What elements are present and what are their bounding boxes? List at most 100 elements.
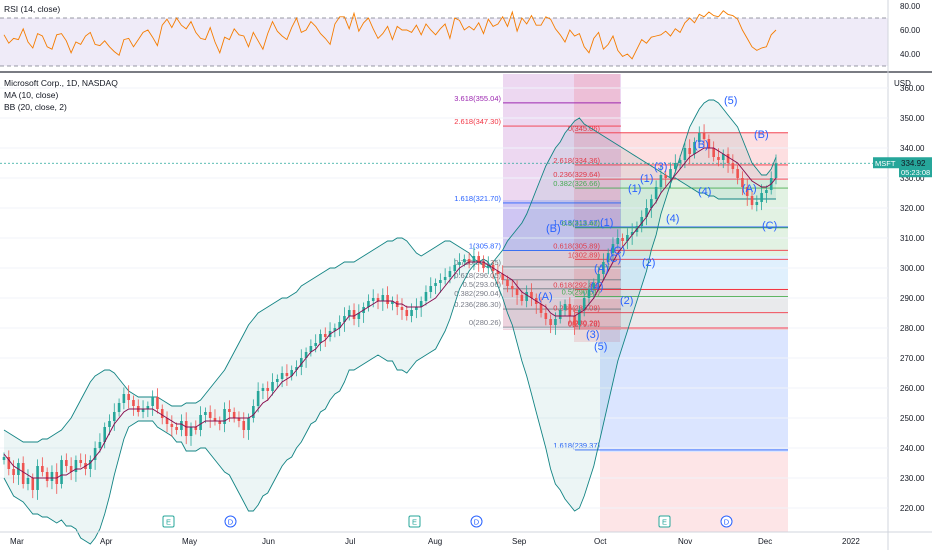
candle[interactable] bbox=[218, 416, 222, 431]
candle[interactable] bbox=[597, 267, 600, 288]
candle[interactable] bbox=[199, 406, 202, 437]
candle[interactable] bbox=[112, 403, 116, 431]
candle[interactable] bbox=[506, 275, 509, 293]
candle[interactable] bbox=[429, 277, 433, 299]
candle[interactable] bbox=[12, 460, 15, 484]
candle[interactable] bbox=[731, 154, 735, 174]
candle[interactable] bbox=[237, 411, 241, 428]
candle[interactable] bbox=[496, 264, 500, 284]
candle[interactable] bbox=[458, 253, 461, 275]
candle[interactable] bbox=[750, 191, 754, 210]
candle[interactable] bbox=[117, 398, 121, 417]
candle[interactable] bbox=[525, 285, 528, 308]
candle[interactable] bbox=[208, 405, 212, 428]
candle[interactable] bbox=[156, 388, 159, 414]
candle[interactable] bbox=[108, 414, 111, 436]
candle[interactable] bbox=[765, 185, 768, 203]
candle[interactable] bbox=[333, 323, 337, 338]
candle[interactable] bbox=[650, 194, 653, 218]
candle[interactable] bbox=[434, 278, 437, 295]
candle[interactable] bbox=[520, 290, 524, 306]
candle[interactable] bbox=[669, 162, 672, 188]
candle[interactable] bbox=[726, 147, 730, 173]
candle[interactable] bbox=[582, 291, 586, 317]
candle[interactable] bbox=[573, 307, 576, 335]
candle[interactable] bbox=[659, 166, 663, 194]
dividend-marker[interactable]: D bbox=[470, 515, 483, 528]
candle[interactable] bbox=[712, 141, 715, 162]
candle[interactable] bbox=[352, 303, 356, 326]
candle[interactable] bbox=[443, 268, 447, 285]
candle[interactable] bbox=[702, 124, 706, 148]
candle[interactable] bbox=[741, 171, 744, 196]
time-axis[interactable]: Mar Apr May Jun Jul Aug Sep Oct Nov Dec 2022 bbox=[10, 537, 860, 546]
candle[interactable] bbox=[41, 457, 44, 477]
candle[interactable] bbox=[309, 339, 313, 357]
candle[interactable] bbox=[530, 283, 533, 307]
candle[interactable] bbox=[98, 433, 102, 453]
candle[interactable] bbox=[482, 255, 485, 273]
candle[interactable] bbox=[367, 294, 370, 312]
candle[interactable] bbox=[232, 407, 236, 423]
candle[interactable] bbox=[50, 465, 54, 490]
earnings-marker[interactable]: E bbox=[162, 515, 175, 528]
candle[interactable] bbox=[160, 404, 164, 425]
candle[interactable] bbox=[558, 301, 562, 324]
candle[interactable] bbox=[271, 373, 274, 396]
candle[interactable] bbox=[424, 285, 428, 306]
candle[interactable] bbox=[645, 199, 648, 226]
candle[interactable] bbox=[515, 280, 519, 305]
candle[interactable] bbox=[621, 233, 624, 248]
candle[interactable] bbox=[299, 349, 303, 376]
candle[interactable] bbox=[760, 184, 763, 211]
candle[interactable] bbox=[510, 279, 514, 298]
dividend-marker[interactable]: D bbox=[224, 515, 237, 528]
candle[interactable] bbox=[103, 422, 106, 449]
candle[interactable] bbox=[223, 402, 226, 433]
candle[interactable] bbox=[697, 126, 701, 149]
candle[interactable] bbox=[165, 411, 169, 433]
candle[interactable] bbox=[252, 399, 255, 423]
candle[interactable] bbox=[736, 164, 739, 185]
candle[interactable] bbox=[568, 297, 572, 325]
candle[interactable] bbox=[630, 223, 634, 245]
candle[interactable] bbox=[693, 137, 696, 159]
candle[interactable] bbox=[65, 453, 68, 473]
candle[interactable] bbox=[674, 154, 677, 174]
candle[interactable] bbox=[45, 467, 49, 488]
candle[interactable] bbox=[319, 329, 322, 352]
candle[interactable] bbox=[280, 366, 284, 388]
candle[interactable] bbox=[26, 469, 30, 491]
candle[interactable] bbox=[467, 252, 471, 269]
candle[interactable] bbox=[745, 178, 749, 206]
candle[interactable] bbox=[626, 228, 629, 250]
candle[interactable] bbox=[93, 441, 97, 470]
candle[interactable] bbox=[386, 286, 389, 309]
candle[interactable] bbox=[415, 298, 418, 319]
candle[interactable] bbox=[611, 237, 615, 263]
candle[interactable] bbox=[755, 195, 759, 212]
candle[interactable] bbox=[79, 453, 83, 468]
candle[interactable] bbox=[587, 280, 591, 307]
candle[interactable] bbox=[563, 299, 567, 317]
candle[interactable] bbox=[707, 134, 711, 158]
candle[interactable] bbox=[439, 273, 442, 293]
candle[interactable] bbox=[170, 415, 174, 437]
candle[interactable] bbox=[501, 265, 504, 285]
candle[interactable] bbox=[132, 395, 135, 416]
candle[interactable] bbox=[69, 457, 73, 481]
candle[interactable] bbox=[343, 307, 346, 332]
candle[interactable] bbox=[721, 149, 725, 169]
candle[interactable] bbox=[323, 327, 327, 347]
candle[interactable] bbox=[60, 455, 63, 489]
candle[interactable] bbox=[602, 253, 605, 281]
candle[interactable] bbox=[381, 288, 385, 311]
earnings-marker[interactable]: E bbox=[408, 515, 421, 528]
candle[interactable] bbox=[549, 314, 552, 334]
candle[interactable] bbox=[89, 455, 92, 478]
candle[interactable] bbox=[578, 305, 581, 330]
candle[interactable] bbox=[678, 155, 682, 170]
candle[interactable] bbox=[774, 154, 778, 185]
